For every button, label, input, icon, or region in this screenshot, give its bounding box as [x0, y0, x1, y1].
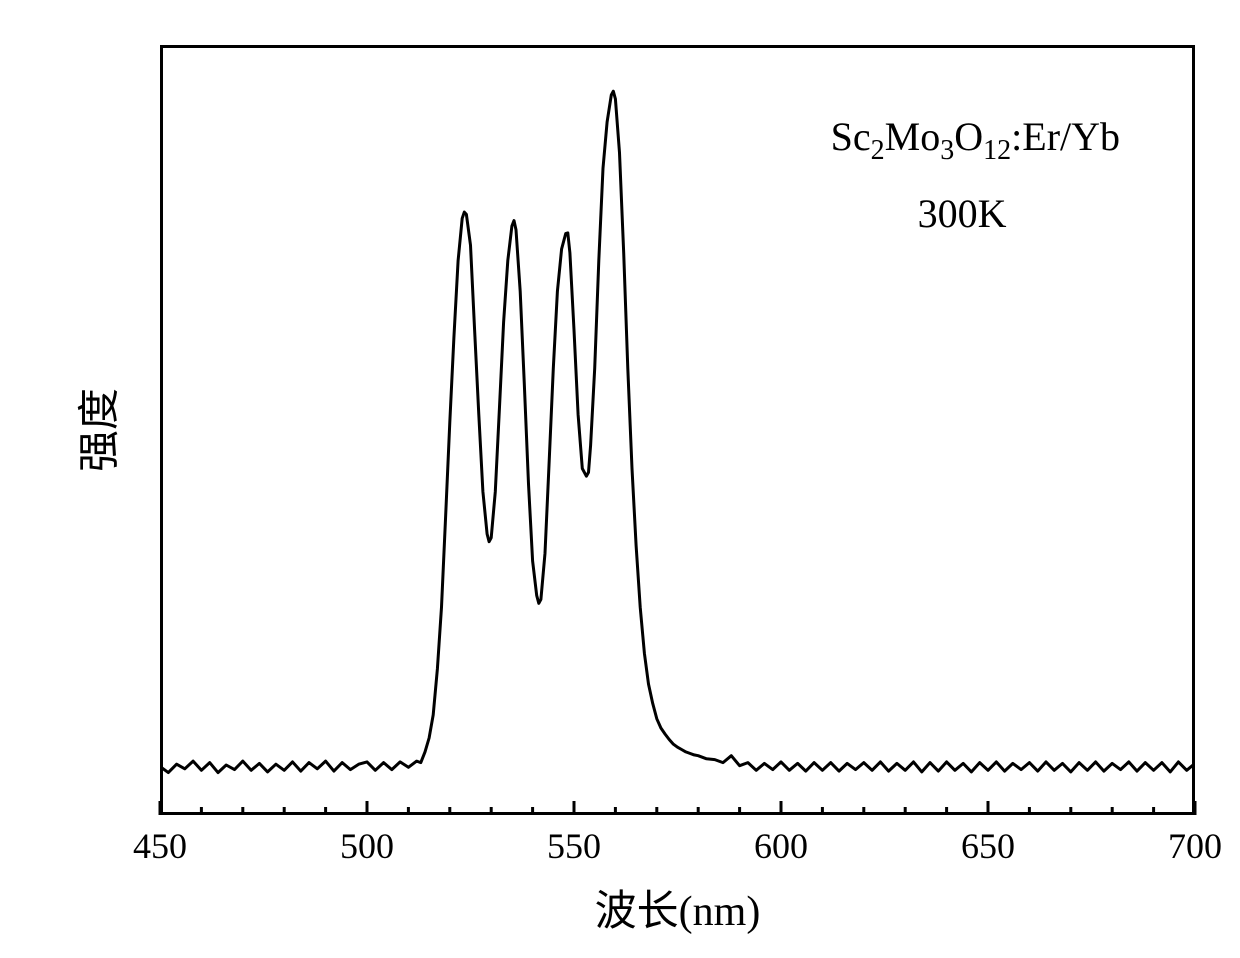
x-tick-label: 600: [754, 825, 808, 867]
x-axis-title: 波长(nm): [595, 877, 761, 938]
x-tick-label: 500: [340, 825, 394, 867]
annotation: 300K: [918, 190, 1007, 237]
spectrum-line: [160, 91, 1195, 772]
x-tick-label: 550: [547, 825, 601, 867]
figure: 强度 波长(nm) 450 500 550 600 650 700 Sc2Mo3O12:Er…: [0, 0, 1240, 958]
x-tick-label: 650: [961, 825, 1015, 867]
annotation: Sc2Mo3O12:Er/Yb: [831, 113, 1120, 167]
x-tick-label: 450: [133, 825, 187, 867]
y-axis-title: 强度: [66, 388, 127, 472]
x-tick-label: 700: [1168, 825, 1222, 867]
